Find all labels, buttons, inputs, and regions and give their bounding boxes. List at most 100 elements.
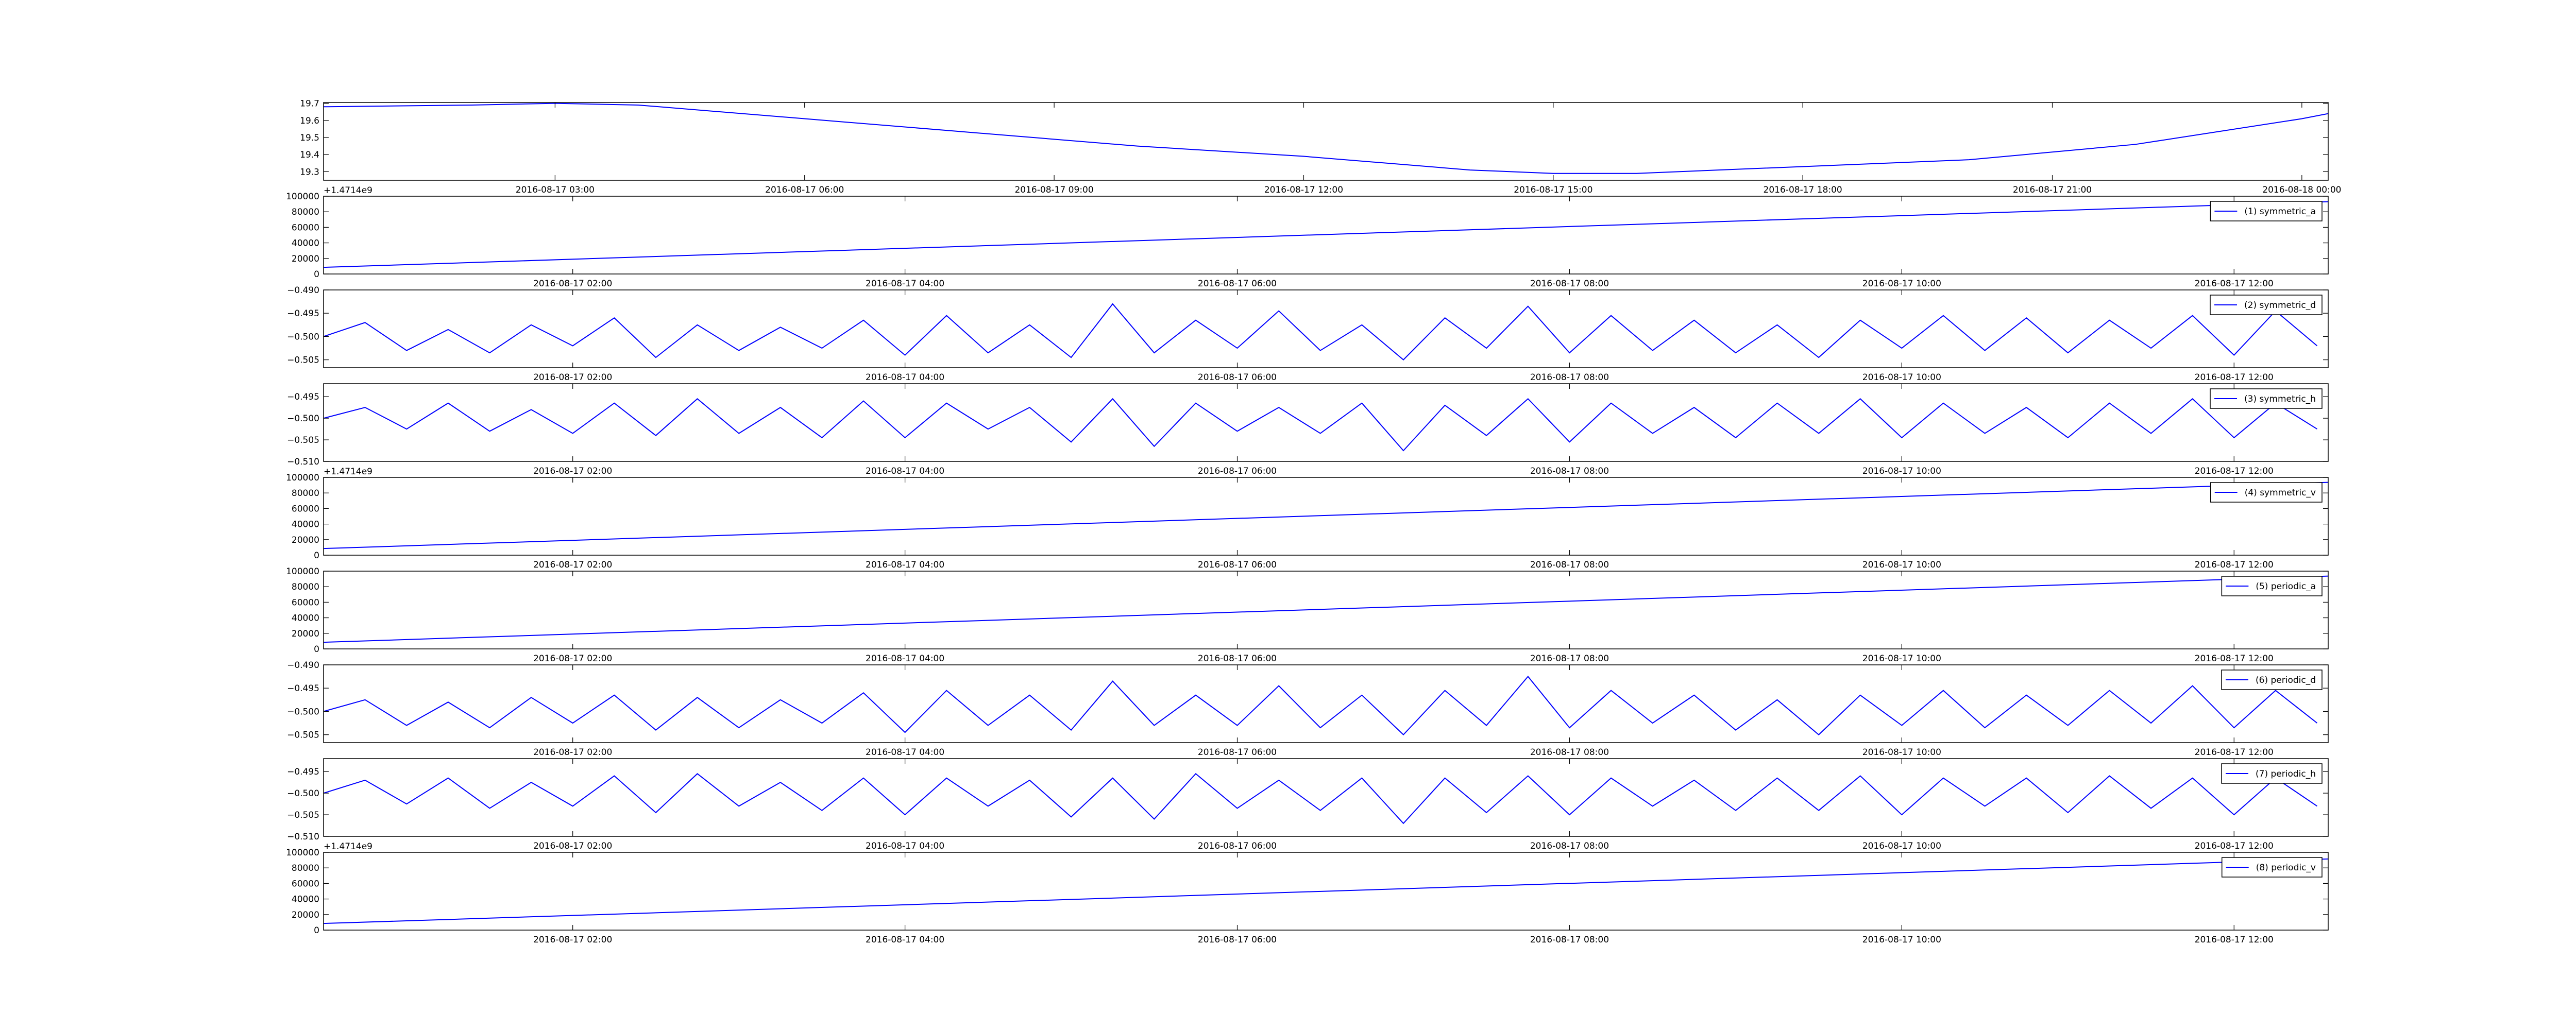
x-tick-label: 2016-08-17 12:00	[2195, 747, 2274, 758]
y-tick-label: −0.495	[287, 683, 319, 694]
y-tick-label: 20000	[292, 535, 319, 545]
axes-frame	[323, 664, 2329, 743]
y-tick-label: 0	[314, 269, 319, 280]
x-tick-label: 2016-08-17 12:00	[2195, 279, 2274, 289]
legend-label: (5) periodic_a	[2256, 581, 2316, 592]
y-tick-label: 80000	[292, 863, 319, 873]
x-tick-label: 2016-08-17 10:00	[1862, 560, 1941, 570]
x-tick-label: 2016-08-17 02:00	[533, 654, 612, 664]
x-tick-label: 2016-08-17 06:00	[1198, 560, 1277, 570]
y-tick-label: 19.6	[300, 116, 319, 126]
legend: (8) periodic_v	[2221, 857, 2323, 878]
legend: (2) symmetric_d	[2210, 295, 2323, 315]
y-tick-label: 100000	[286, 473, 319, 483]
x-tick-label: 2016-08-17 04:00	[866, 747, 944, 758]
x-tick-label: 2016-08-17 06:00	[765, 185, 844, 195]
x-tick-label: 2016-08-17 04:00	[866, 560, 944, 570]
x-tick-label: 2016-08-17 12:00	[2195, 935, 2274, 945]
x-tick-label: 2016-08-17 06:00	[1198, 935, 1277, 945]
x-tick-label: 2016-08-17 10:00	[1862, 935, 1941, 945]
y-tick-label: −0.500	[287, 707, 319, 717]
x-tick-label: 2016-08-17 06:00	[1198, 654, 1277, 664]
x-tick-label: 2016-08-17 02:00	[533, 279, 612, 289]
legend: (7) periodic_h	[2221, 763, 2323, 784]
y-tick-label: −0.500	[287, 788, 319, 799]
legend-label: (7) periodic_h	[2256, 769, 2316, 779]
axes-frame	[323, 852, 2329, 931]
y-tick-label: 20000	[292, 910, 319, 920]
x-tick-label: 2016-08-17 06:00	[1198, 372, 1277, 383]
y-tick-label: 19.7	[300, 99, 319, 109]
axes-frame	[323, 196, 2329, 274]
axes-frame	[323, 102, 2329, 181]
x-tick-label: 2016-08-17 08:00	[1530, 654, 1609, 664]
x-tick-label: 2016-08-17 10:00	[1862, 841, 1941, 851]
x-tick-label: 2016-08-17 04:00	[866, 279, 944, 289]
legend-label: (4) symmetric_v	[2245, 488, 2316, 498]
x-tick-label: 2016-08-17 10:00	[1862, 466, 1941, 476]
legend: (4) symmetric_v	[2210, 482, 2323, 503]
axes-frame	[323, 477, 2329, 556]
x-tick-label: 2016-08-17 03:00	[516, 185, 595, 195]
x-tick-label: 2016-08-17 08:00	[1530, 466, 1609, 476]
y-tick-label: 100000	[286, 848, 319, 858]
y-tick-label: 60000	[292, 504, 319, 514]
x-tick-label: 2016-08-17 04:00	[866, 372, 944, 383]
data-line	[324, 676, 2318, 736]
x-tick-label: 2016-08-17 12:00	[2195, 560, 2274, 570]
data-line	[324, 201, 2328, 268]
legend-label: (3) symmetric_h	[2244, 394, 2316, 404]
legend-box	[2210, 201, 2323, 221]
legend: (6) periodic_d	[2221, 670, 2323, 690]
data-line	[324, 482, 2328, 550]
x-tick-label: 2016-08-17 12:00	[2195, 372, 2274, 383]
y-tick-label: 100000	[286, 192, 319, 202]
x-tick-label: 2016-08-17 21:00	[2013, 185, 2092, 195]
data-line	[324, 858, 2328, 924]
y-tick-label: 0	[314, 925, 319, 936]
data-line	[324, 398, 2318, 452]
x-tick-label: 2016-08-17 06:00	[1198, 841, 1277, 851]
x-tick-label: 2016-08-17 06:00	[1198, 466, 1277, 476]
y-tick-label: 60000	[292, 597, 319, 608]
y-tick-label: 80000	[292, 582, 319, 592]
x-tick-label: 2016-08-17 08:00	[1530, 935, 1609, 945]
y-tick-label: −0.510	[287, 457, 319, 467]
y-tick-label: −0.510	[287, 832, 319, 842]
y-offset-label: +1.4714e9	[324, 467, 372, 477]
legend: (3) symmetric_h	[2210, 388, 2323, 409]
x-tick-label: 2016-08-17 10:00	[1862, 654, 1941, 664]
x-tick-label: 2016-08-17 04:00	[866, 654, 944, 664]
x-tick-label: 2016-08-17 10:00	[1862, 747, 1941, 758]
y-tick-label: −0.505	[287, 435, 319, 445]
y-tick-label: −0.495	[287, 392, 319, 402]
x-tick-label: 2016-08-17 06:00	[1198, 279, 1277, 289]
x-tick-label: 2016-08-17 08:00	[1530, 747, 1609, 758]
x-tick-label: 2016-08-17 02:00	[533, 372, 612, 383]
y-tick-label: 80000	[292, 207, 319, 217]
x-tick-label: 2016-08-17 02:00	[533, 747, 612, 758]
data-line	[324, 102, 2328, 174]
legend-label: (2) symmetric_d	[2244, 300, 2316, 311]
data-line	[324, 772, 2318, 825]
y-tick-label: 40000	[292, 613, 319, 624]
data-line	[324, 575, 2328, 643]
x-tick-label: 2016-08-17 04:00	[866, 841, 944, 851]
x-tick-label: 2016-08-17 10:00	[1862, 372, 1941, 383]
x-tick-label: 2016-08-17 09:00	[1014, 185, 1093, 195]
y-tick-label: 60000	[292, 222, 319, 233]
x-tick-label: 2016-08-17 04:00	[866, 466, 944, 476]
y-tick-label: −0.500	[287, 332, 319, 342]
legend-label: (1) symmetric_a	[2244, 207, 2316, 217]
axes-frame	[323, 383, 2329, 462]
y-tick-label: −0.505	[287, 730, 319, 741]
legend: (1) symmetric_a	[2210, 201, 2323, 221]
y-tick-label: −0.495	[287, 767, 319, 777]
y-tick-label: 0	[314, 551, 319, 561]
axes-frame	[323, 571, 2329, 649]
x-tick-label: 2016-08-17 04:00	[866, 935, 944, 945]
y-offset-label: +1.4714e9	[324, 842, 372, 852]
y-tick-label: 40000	[292, 238, 319, 249]
